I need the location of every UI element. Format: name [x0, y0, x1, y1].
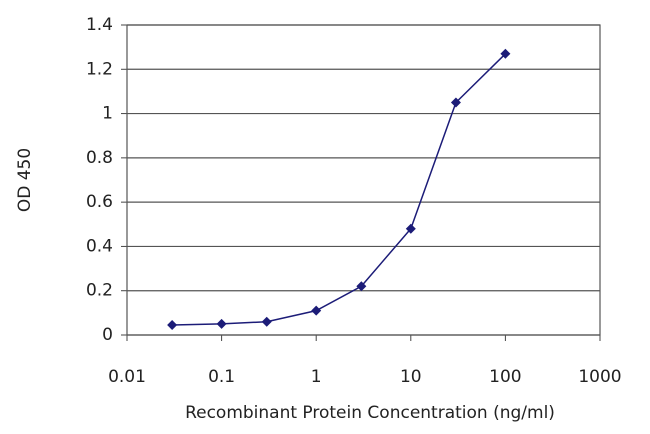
series-line: [172, 53, 506, 326]
data-point: [356, 281, 367, 292]
data-point: [216, 318, 227, 329]
y-tick-label: 1.2: [86, 59, 113, 79]
plot-frame: [126, 24, 601, 336]
y-tick-label: 1.4: [86, 15, 113, 35]
y-tick-label: 0.6: [86, 192, 113, 212]
y-tick-label: 0.2: [86, 281, 113, 301]
data-point: [167, 320, 178, 331]
data-point: [450, 97, 461, 108]
y-tick-label: 0: [102, 325, 113, 345]
x-tick-label: 10: [400, 367, 422, 387]
y-axis-label: OD 450: [15, 148, 35, 212]
y-tick-label: 1: [102, 104, 113, 124]
x-tick-label: 1000: [578, 367, 621, 387]
data-point: [311, 305, 322, 316]
x-tick-label: 0.1: [208, 367, 235, 387]
data-point: [261, 316, 272, 327]
x-axis-label: Recombinant Protein Concentration (ng/ml…: [185, 403, 555, 423]
data-point: [500, 48, 511, 59]
y-tick-label: 0.4: [86, 236, 113, 256]
x-tick-label: 100: [489, 367, 521, 387]
y-tick-label: 0.8: [86, 148, 113, 168]
x-tick-label: 1: [311, 367, 322, 387]
x-tick-label: 0.01: [108, 367, 146, 387]
data-point: [405, 223, 416, 234]
